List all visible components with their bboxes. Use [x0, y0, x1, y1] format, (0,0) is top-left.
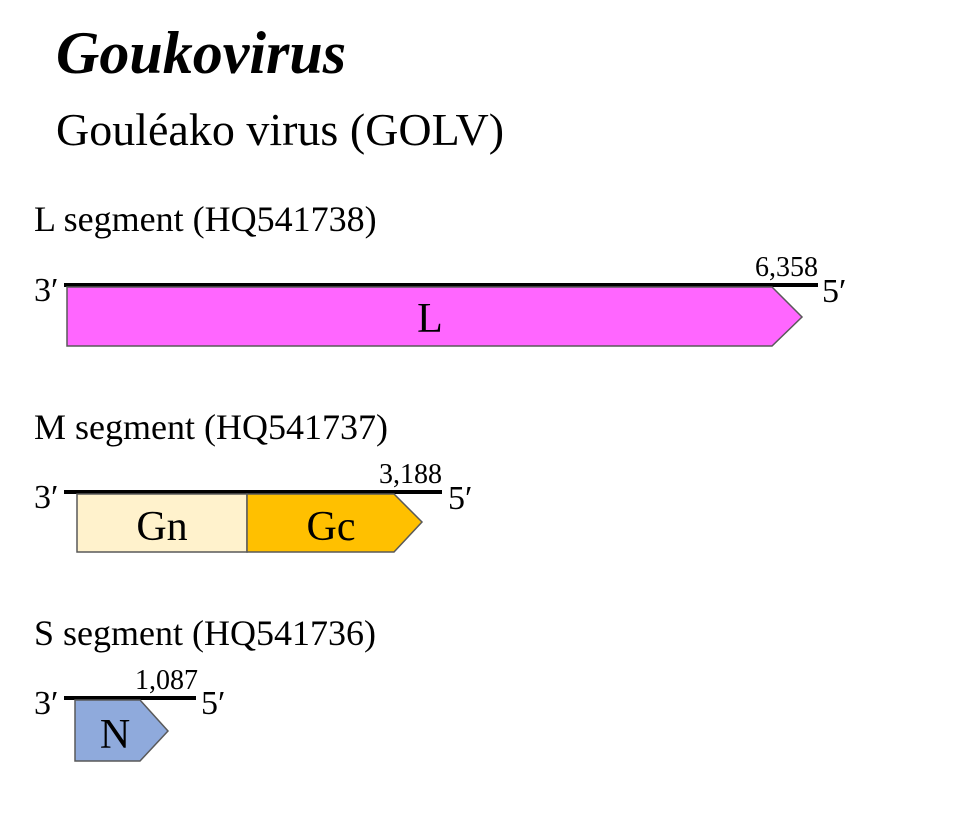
gc-gene-orf: [246, 493, 424, 553]
gc-gene-label: Gc: [307, 504, 356, 550]
l-segment: L segment (HQ541738) 3′ 6,358 5′ L: [34, 199, 846, 347]
s-segment-5prime-end: 5′: [201, 685, 225, 722]
l-segment-5prime-end: 5′: [822, 273, 846, 310]
genus-title: Goukovirus: [56, 20, 346, 86]
l-segment-3prime-end: 3′: [34, 272, 58, 309]
m-segment-label: M segment (HQ541737): [34, 407, 388, 447]
m-segment-3prime-end: 3′: [34, 479, 58, 516]
l-segment-length: 6,358: [755, 252, 818, 283]
l-gene-orf: [66, 286, 804, 347]
m-segment-length: 3,188: [379, 459, 442, 490]
s-segment-label: S segment (HQ541736): [34, 613, 376, 653]
m-segment: M segment (HQ541737) 3′ 3,188 5′ Gn Gc: [34, 407, 472, 553]
virus-name: Gouléako virus (GOLV): [56, 104, 504, 155]
n-gene-label: N: [100, 712, 130, 758]
gn-gene-orf: [76, 493, 248, 553]
s-segment: S segment (HQ541736) 3′ 1,087 5′ N: [34, 613, 376, 762]
s-segment-3prime-end: 3′: [34, 685, 58, 722]
l-segment-label: L segment (HQ541738): [34, 199, 377, 239]
gn-gene-label: Gn: [136, 504, 187, 550]
n-gene-orf: [74, 699, 170, 762]
l-gene-label: L: [417, 296, 443, 342]
m-segment-5prime-end: 5′: [448, 480, 472, 517]
s-segment-length: 1,087: [135, 665, 198, 696]
